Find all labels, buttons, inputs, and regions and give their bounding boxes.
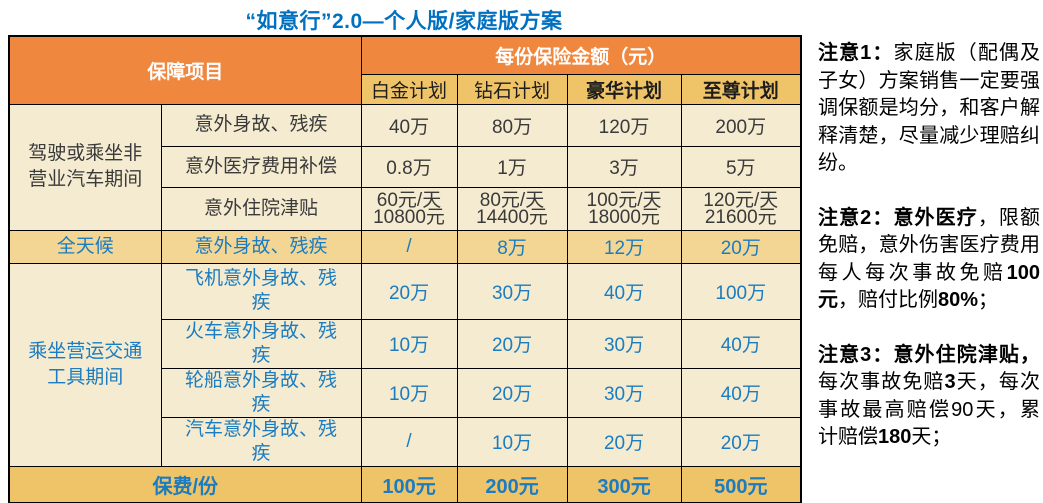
cell-value: 40万	[680, 367, 802, 418]
plan-header-platinum: 白金计划	[360, 73, 458, 105]
cell-value: /	[360, 229, 458, 264]
cell-value: 20万	[680, 229, 802, 264]
row-item-label: 火车意外身故、残疾	[160, 318, 362, 369]
cell-value: 100万	[680, 262, 802, 320]
cell-value: 200万	[680, 103, 802, 147]
cell-value: 120元/天 21600元	[680, 186, 802, 231]
cell-value: 80万	[456, 103, 568, 147]
plan-header-supreme: 至尊计划	[680, 73, 802, 105]
row-item-label: 飞机意外身故、残疾	[160, 262, 362, 320]
group-label-public-transport: 乘坐营运交通工具期间	[8, 262, 162, 467]
plan-header-diamond: 钻石计划	[456, 73, 568, 105]
premium-label: 保费/份	[8, 465, 362, 503]
cell-value: 3万	[566, 145, 682, 188]
row-item-label: 意外医疗费用补偿	[160, 145, 362, 188]
table-row: 火车意外身故、残疾 10万 20万 30万 40万	[9, 318, 802, 369]
cell-value: 40万	[360, 103, 458, 147]
note: 注意3：意外住院津贴，每次事故免赔3天，每次事故最高赔偿90天，累计赔偿180天…	[818, 343, 1041, 449]
cell-value: 10万	[360, 367, 458, 418]
cell-value: 60元/天 10800元	[360, 186, 458, 231]
cell-value: 30万	[566, 318, 682, 369]
table-row: 汽车意外身故、残疾 / 10万 20万 20万	[9, 416, 802, 467]
cell-value: 8万	[456, 229, 568, 264]
cell-value: 20万	[456, 318, 568, 369]
notes-panel: 注意1：家庭版（配偶及子女）方案销售一定要强调保额是均分，和客户解释清楚，尽量减…	[818, 40, 1040, 479]
note: 注意2：意外医疗，限额免赔，意外伤害医疗费用每人每次事故免赔100元，赔付比例8…	[818, 206, 1041, 312]
cell-value: 1万	[456, 145, 568, 188]
table-row: 意外住院津贴 60元/天 10800元 80元/天 14400元 100元/天 …	[9, 186, 802, 231]
row-item-label: 轮船意外身故、残疾	[160, 367, 362, 418]
cell-value: 40万	[566, 262, 682, 320]
row-item-label: 汽车意外身故、残疾	[160, 416, 362, 467]
cell-value: 30万	[566, 367, 682, 418]
premium-value: 300元	[566, 465, 682, 503]
row-item-label: 意外身故、残疾	[160, 103, 362, 147]
insurance-plan-table: 保障项目 每份保险金额（元） 白金计划 钻石计划 豪华计划 至尊计划 驾驶或乘坐…	[8, 35, 803, 503]
cell-value: /	[360, 416, 458, 467]
cell-value: 30万	[456, 262, 568, 320]
cell-value: 0.8万	[360, 145, 458, 188]
premium-value: 200元	[456, 465, 568, 503]
table-row: 轮船意外身故、残疾 10万 20万 30万 40万	[9, 367, 802, 418]
plan-header-deluxe: 豪华计划	[566, 73, 682, 105]
table-row: 驾驶或乘坐非营业汽车期间 意外身故、残疾 40万 80万 120万 200万	[8, 103, 802, 231]
cell-value: 40万	[680, 318, 802, 369]
cell-value: 20万	[566, 416, 682, 467]
cell-value: 10万	[456, 416, 568, 467]
table-row: 意外医疗费用补偿 0.8万 1万 3万 5万	[9, 145, 802, 188]
group-label-private-car: 驾驶或乘坐非营业汽车期间	[8, 103, 162, 231]
note: 注意1：家庭版（配偶及子女）方案销售一定要强调保额是均分，和客户解释清楚，尽量减…	[818, 42, 1041, 174]
header-amount-label: 每份保险金额（元）	[360, 35, 802, 75]
premium-row: 保费/份 100元 200元 300元 500元	[8, 465, 802, 503]
cell-value: 20万	[680, 416, 802, 467]
cell-value: 80元/天 14400元	[456, 186, 568, 231]
cell-value: 12万	[566, 229, 682, 264]
page-title: “如意行”2.0—个人版/家庭版方案	[245, 10, 563, 33]
cell-value: 20万	[360, 262, 458, 320]
premium-value: 100元	[360, 465, 458, 503]
premium-value: 500元	[680, 465, 802, 503]
header-items-label: 保障项目	[8, 35, 362, 105]
cell-value: 20万	[456, 367, 568, 418]
row-item-label: 意外住院津贴	[160, 186, 362, 231]
cell-value: 100元/天 18000元	[566, 186, 682, 231]
cell-value: 120万	[566, 103, 682, 147]
group-label-all-weather: 全天候	[8, 229, 162, 264]
row-item-label: 意外身故、残疾	[160, 229, 362, 264]
table-row: 乘坐营运交通工具期间 飞机意外身故、残疾 20万 30万 40万 100万	[8, 262, 802, 467]
cell-value: 10万	[360, 318, 458, 369]
table-row: 全天候 意外身故、残疾 / 8万 12万 20万	[8, 229, 802, 264]
cell-value: 5万	[680, 145, 802, 188]
